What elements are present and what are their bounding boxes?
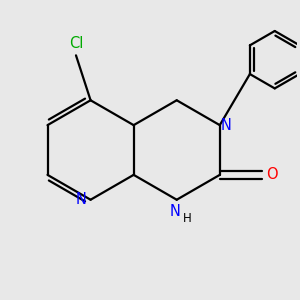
Text: N: N	[76, 192, 87, 207]
Text: N: N	[170, 204, 181, 219]
Text: O: O	[266, 167, 278, 182]
Text: H: H	[183, 212, 192, 224]
Text: Cl: Cl	[69, 36, 83, 51]
Text: N: N	[221, 118, 232, 133]
